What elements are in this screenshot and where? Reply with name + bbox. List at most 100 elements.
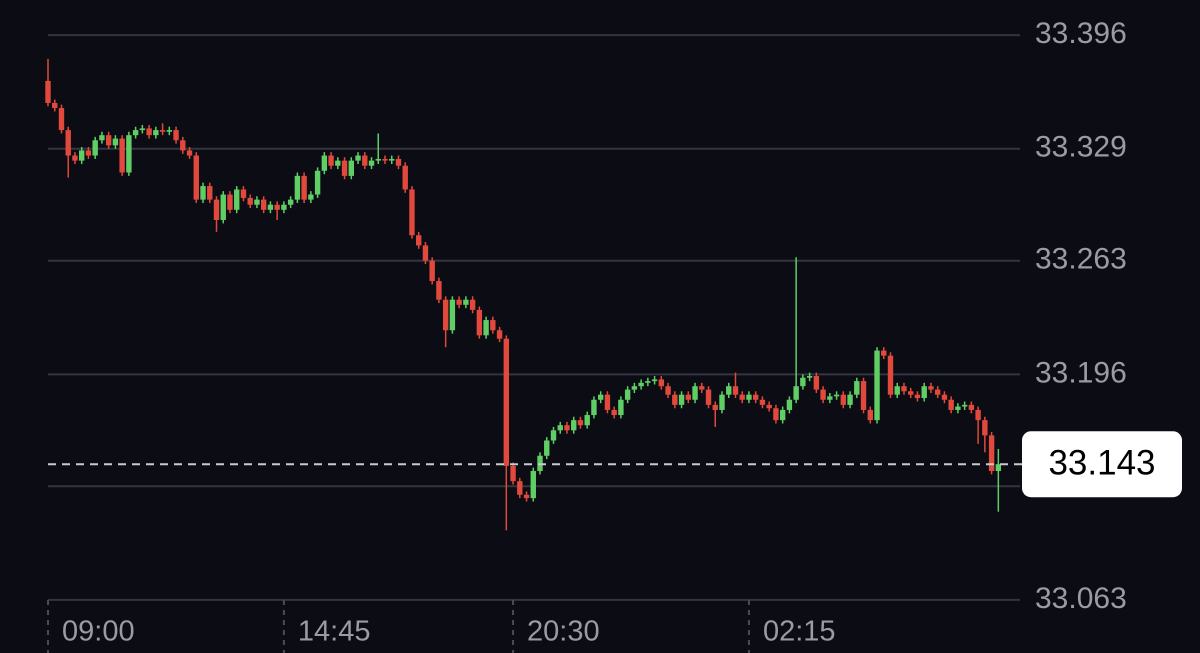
candle-body — [631, 386, 638, 390]
candle-body — [375, 158, 381, 161]
candle-body — [409, 189, 415, 236]
candle-body — [287, 199, 294, 205]
y-tick-label: 33.063 — [1035, 582, 1127, 615]
candle-body — [982, 420, 988, 436]
last-price-box — [1022, 431, 1182, 498]
candle-body — [827, 396, 833, 400]
candle-body — [45, 80, 51, 103]
candle-body — [887, 355, 894, 395]
candle-body — [685, 394, 691, 400]
candle-body — [779, 409, 786, 421]
candle-body — [914, 394, 921, 399]
candle-body — [227, 194, 233, 210]
candle-body — [240, 189, 247, 198]
candle-body — [200, 186, 206, 200]
candle-body — [712, 404, 718, 410]
candle-body — [132, 130, 139, 136]
candle-body — [382, 158, 388, 161]
candle-body — [92, 140, 98, 156]
candle-body — [503, 338, 510, 466]
candle-body — [281, 204, 287, 210]
candle-body — [274, 204, 280, 210]
candle-body — [52, 102, 58, 109]
candle-body — [975, 409, 981, 421]
candle-body — [921, 386, 927, 399]
candle-body — [207, 186, 213, 200]
candle-body — [557, 425, 563, 431]
candle-body — [597, 394, 604, 400]
candle-body — [759, 399, 766, 405]
candle-body — [341, 160, 348, 176]
candle-body — [79, 150, 85, 161]
candle-body — [840, 394, 847, 405]
candle-body — [260, 199, 267, 210]
candle-body — [746, 394, 752, 400]
candle-body — [220, 194, 226, 220]
candle-body — [267, 204, 274, 210]
candle-body — [571, 420, 577, 431]
candle-body — [355, 155, 361, 161]
candle-body — [126, 135, 132, 173]
candle-body — [624, 389, 631, 400]
x-tick-label: 14:45 — [298, 616, 371, 648]
candle-body — [362, 155, 368, 166]
candle-body — [153, 130, 159, 136]
candle-body — [793, 386, 799, 400]
candle-body — [402, 165, 408, 190]
candle-body — [469, 299, 476, 310]
candle-body — [173, 130, 179, 141]
x-tick-label: 20:30 — [527, 616, 600, 648]
candle-body — [463, 299, 469, 305]
y-tick-label: 33.196 — [1035, 356, 1127, 389]
candle-body — [476, 309, 483, 336]
candle-body — [389, 158, 395, 161]
candle-body — [416, 235, 422, 246]
candle-body — [254, 199, 260, 205]
candle-body — [645, 381, 651, 383]
candle-body — [820, 389, 826, 400]
candle-body — [961, 404, 968, 407]
candle-body — [874, 350, 880, 421]
candle-body — [955, 406, 961, 410]
candle-body — [726, 386, 732, 395]
candle-body — [833, 394, 840, 397]
candle-body — [948, 399, 954, 410]
last-price-label: 33.143 — [1048, 443, 1155, 482]
candle-body — [449, 299, 456, 331]
candle-body — [618, 399, 624, 416]
candle-body — [678, 394, 685, 405]
candle-body — [800, 377, 806, 387]
candle-body — [321, 155, 328, 171]
candle-body — [651, 379, 658, 382]
candle-body — [941, 394, 948, 400]
candle-body — [995, 464, 1002, 472]
candle-body — [988, 435, 995, 472]
candle-body — [806, 376, 813, 378]
y-tick-label: 33.329 — [1035, 131, 1127, 164]
candle-body — [139, 128, 146, 131]
candle-body — [348, 160, 354, 176]
candle-body — [429, 260, 435, 282]
candle-body — [213, 199, 220, 220]
candle-body — [308, 194, 314, 200]
candle-body — [604, 394, 611, 410]
candle-body — [517, 481, 523, 495]
candle-body — [530, 471, 536, 499]
candle-body — [422, 245, 429, 261]
candle-body — [193, 155, 199, 200]
candle-body — [739, 394, 745, 400]
candle-body — [112, 138, 119, 146]
y-tick-label: 33.396 — [1035, 17, 1127, 50]
candle-body — [395, 158, 402, 166]
x-tick-label: 09:00 — [62, 616, 135, 648]
candle-body — [847, 394, 853, 405]
candle-body — [894, 386, 900, 395]
candle-body — [564, 425, 570, 431]
candle-body — [99, 135, 105, 141]
candle-body — [638, 382, 644, 387]
candle-body — [294, 175, 301, 200]
candle-body — [301, 175, 307, 200]
candle-body — [719, 394, 725, 410]
